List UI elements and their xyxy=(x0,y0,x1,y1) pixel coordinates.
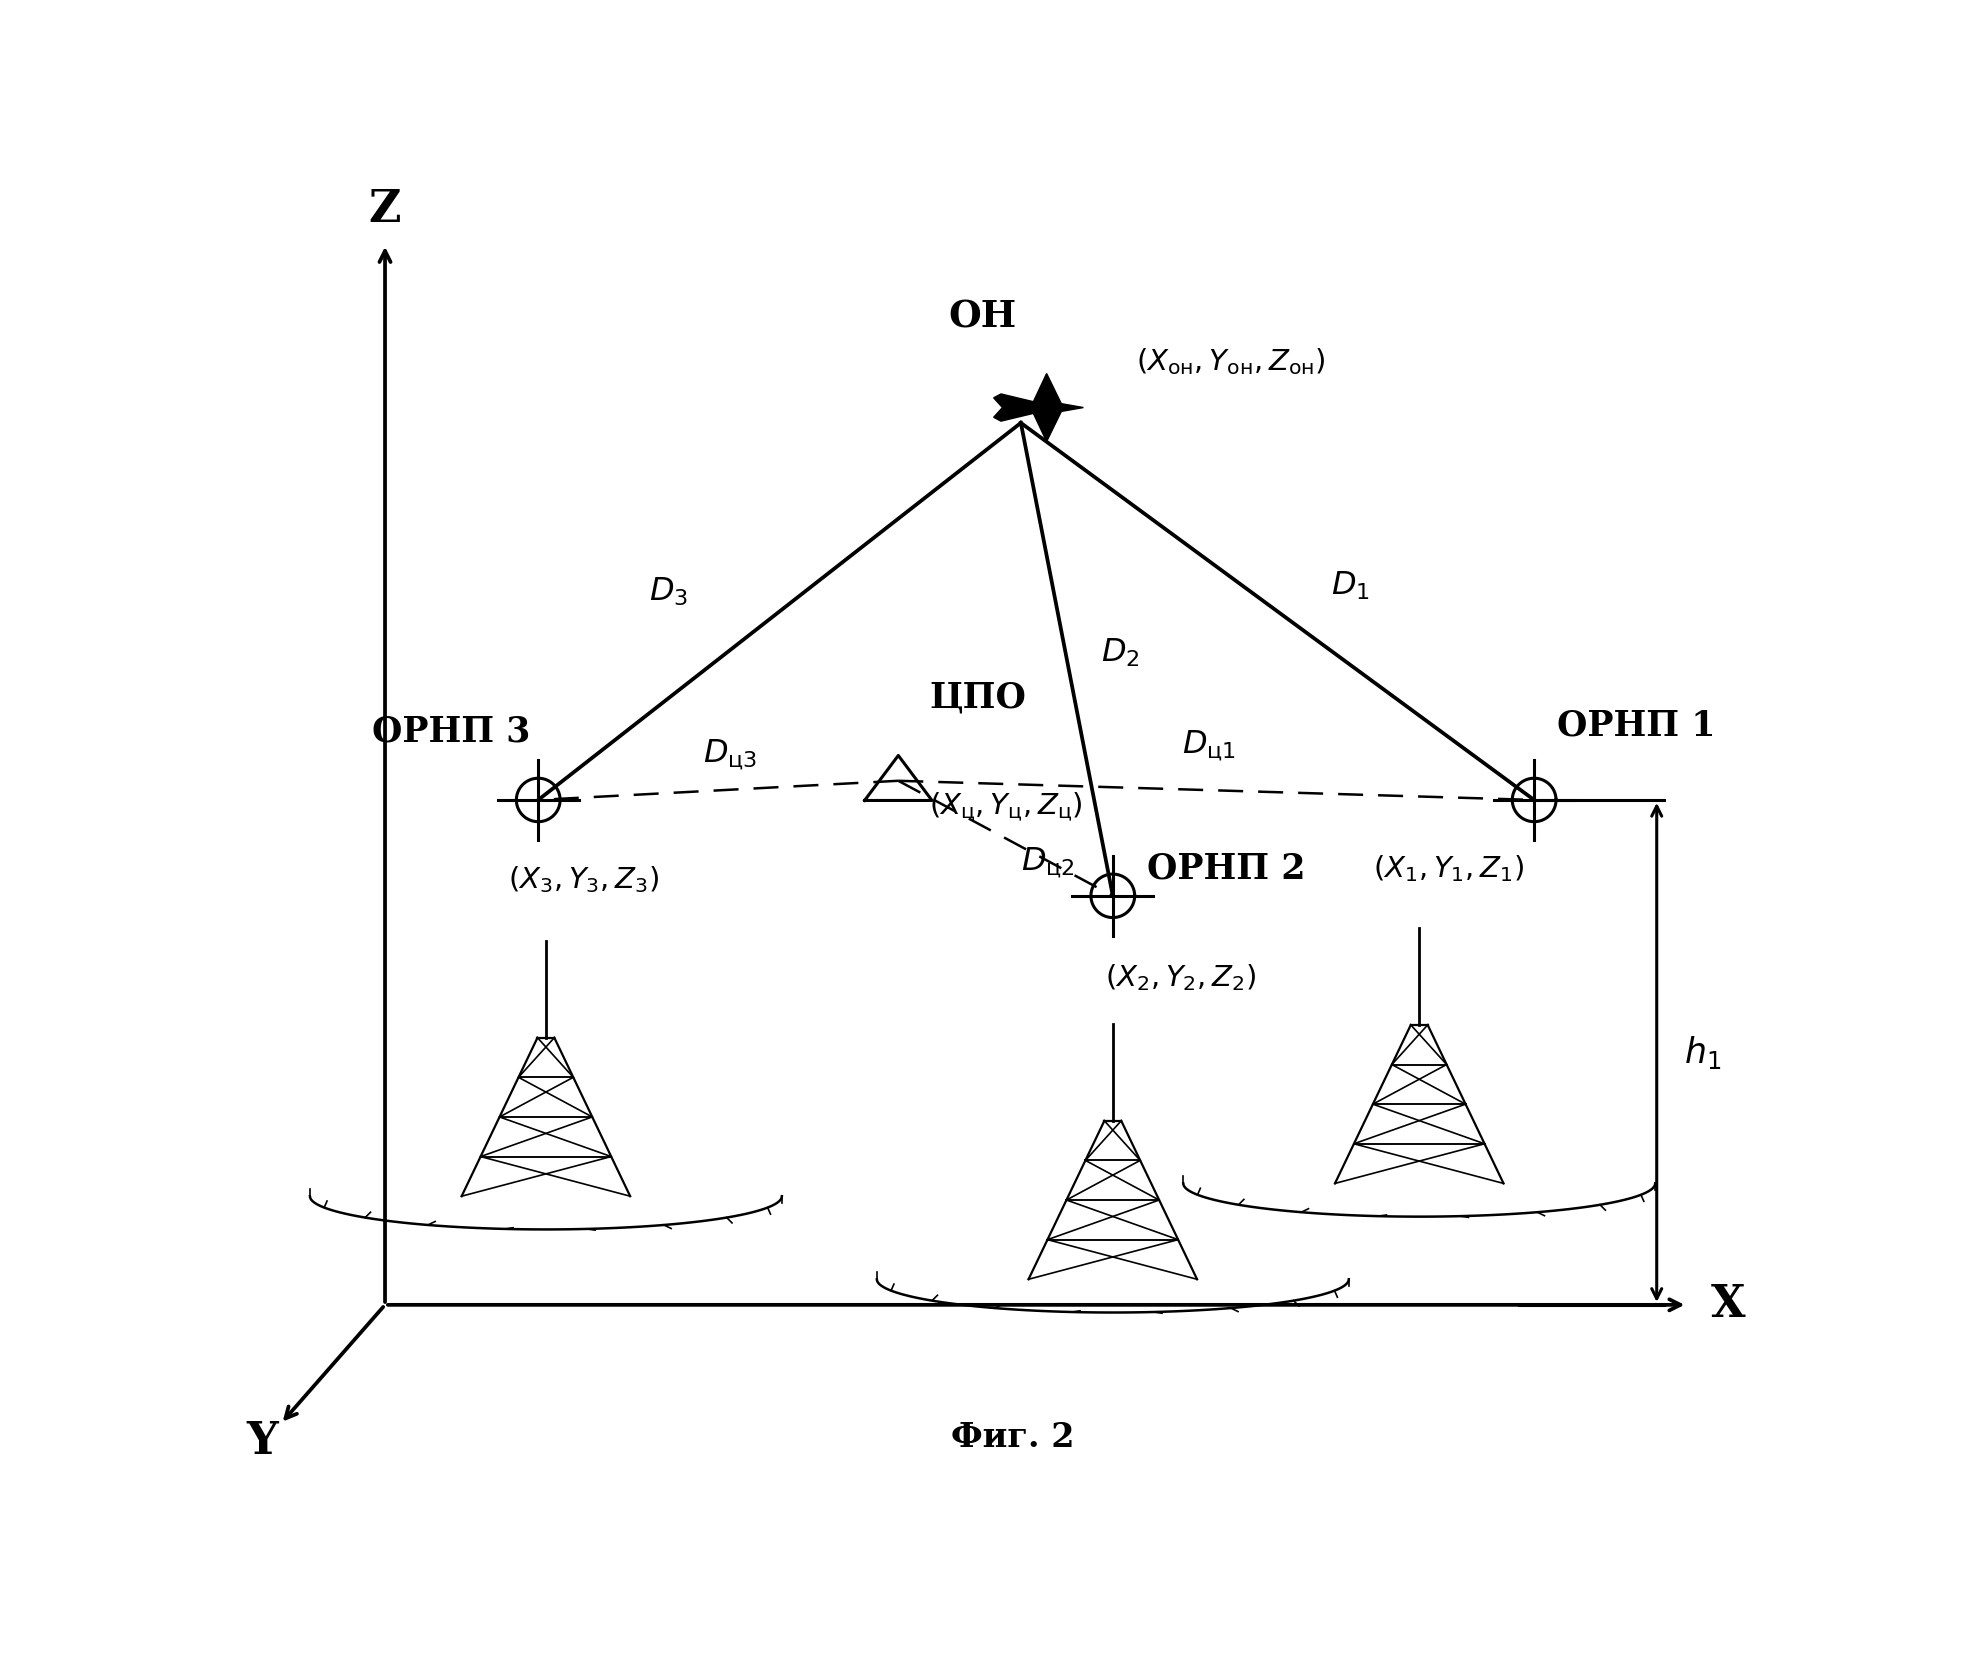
Text: Y: Y xyxy=(247,1419,279,1462)
Text: $(X_{\rm ц},Y_{\rm ц},Z_{\rm ц})$: $(X_{\rm ц},Y_{\rm ц},Z_{\rm ц})$ xyxy=(929,792,1083,825)
Text: $D_2$: $D_2$ xyxy=(1101,637,1139,669)
Text: $(X_3,Y_3,Z_3)$: $(X_3,Y_3,Z_3)$ xyxy=(508,863,658,895)
Text: ЦПО: ЦПО xyxy=(929,681,1026,714)
Text: $D_1$: $D_1$ xyxy=(1331,569,1370,603)
Text: ОРНП 2: ОРНП 2 xyxy=(1147,852,1305,885)
Text: Z: Z xyxy=(370,188,401,231)
Text: $h_1$: $h_1$ xyxy=(1684,1034,1722,1071)
Text: $D_3$: $D_3$ xyxy=(648,576,688,609)
Text: $D_{\rm ц2}$: $D_{\rm ц2}$ xyxy=(1020,845,1075,878)
Text: $(X_1,Y_1,Z_1)$: $(X_1,Y_1,Z_1)$ xyxy=(1374,853,1524,885)
Text: ОН: ОН xyxy=(949,299,1016,335)
Polygon shape xyxy=(994,374,1083,442)
Text: $D_{\rm ц1}$: $D_{\rm ц1}$ xyxy=(1182,729,1236,762)
Text: $(X_{\rm он},Y_{\rm он},Z_{\rm он})$: $(X_{\rm он},Y_{\rm он},Z_{\rm он})$ xyxy=(1135,347,1325,377)
Text: Фиг. 2: Фиг. 2 xyxy=(951,1421,1075,1454)
Text: X: X xyxy=(1710,1283,1746,1326)
Text: $D_{\rm ц3}$: $D_{\rm ц3}$ xyxy=(704,737,757,772)
Text: ОРНП 1: ОРНП 1 xyxy=(1558,709,1716,742)
Text: $(X_2,Y_2,Z_2)$: $(X_2,Y_2,Z_2)$ xyxy=(1105,963,1255,993)
Text: ОРНП 3: ОРНП 3 xyxy=(372,715,530,749)
